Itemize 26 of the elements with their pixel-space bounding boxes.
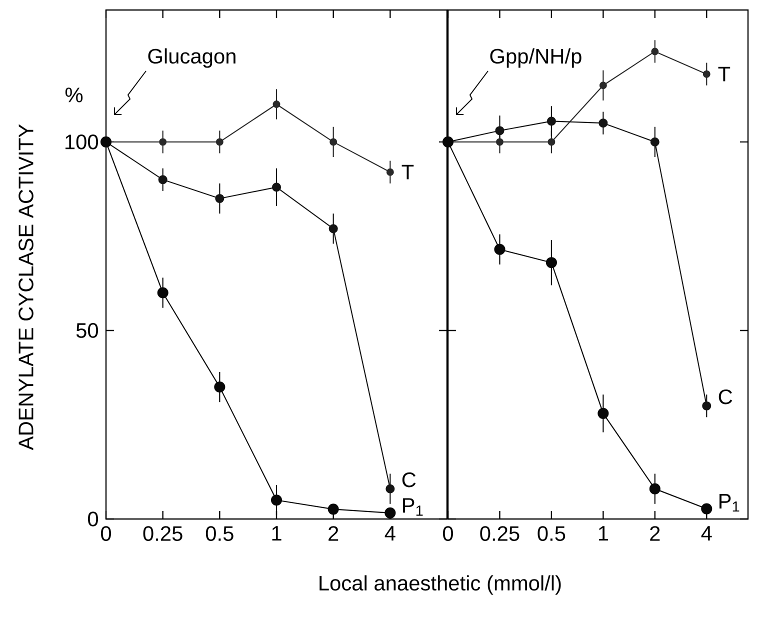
x-tick-label: 0.5 [206, 526, 234, 541]
x-tick-label: 1 [598, 526, 608, 541]
x-tick-label: 4 [701, 526, 712, 541]
x-tick-label: 0.25 [480, 526, 520, 541]
annotation: Gpp/NH/p [490, 48, 582, 68]
annotation: Glucagon [148, 48, 236, 68]
text: % [65, 88, 83, 102]
legend-label: P$_{1}$ [720, 494, 740, 512]
y-tick-label: 0 [88, 512, 98, 526]
x-tick-label: 1 [272, 526, 282, 541]
x-tick-label: 4 [384, 526, 396, 541]
x-tick-label: 0.5 [538, 526, 566, 541]
y-tick-label: 100 [66, 134, 98, 150]
y-tick-label: 50 [76, 323, 98, 338]
x-axis-title: Local anaesthetic (mmol/l) [320, 575, 561, 595]
y-axis-title: ADENYLATE CYCLASE ACTIVITY [18, 124, 34, 450]
x-tick-label: 2 [650, 526, 660, 541]
series-label: C [718, 389, 732, 404]
series-label: T [402, 164, 414, 180]
legend-label: P$_{1}$ [403, 498, 423, 516]
series-label: T [718, 66, 730, 82]
x-tick-label: 0 [101, 526, 112, 541]
x-tick-label: 0 [443, 526, 454, 541]
series-label: C [402, 472, 416, 488]
x-tick-label: 0.25 [143, 526, 182, 541]
x-tick-label: 2 [328, 526, 338, 541]
